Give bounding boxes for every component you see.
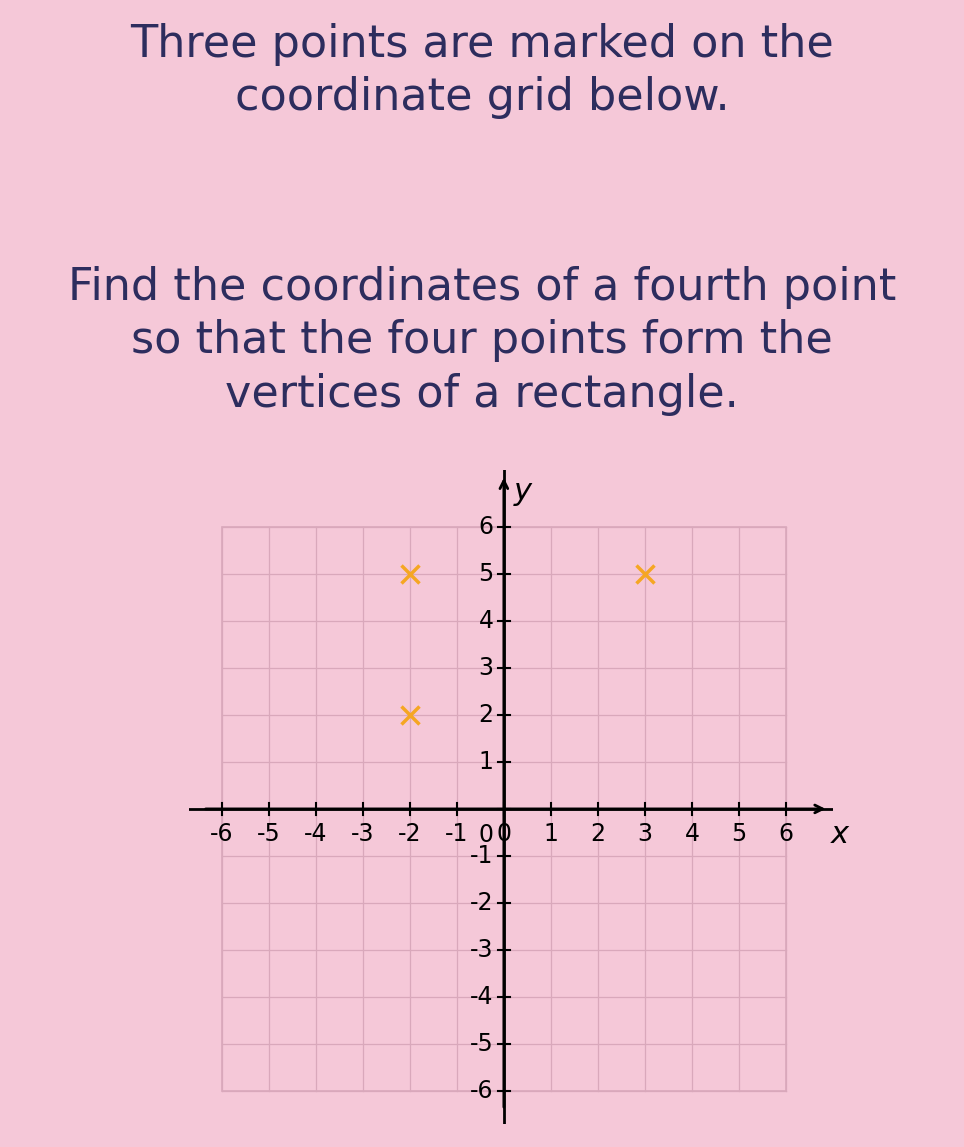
Text: -4: -4 [304,822,328,846]
Text: -6: -6 [470,1079,494,1103]
Text: 2: 2 [590,822,605,846]
Text: 6: 6 [478,515,494,539]
Text: 4: 4 [684,822,700,846]
Text: 0: 0 [478,824,494,846]
Text: 5: 5 [478,562,494,586]
Text: Find the coordinates of a fourth point
so that the four points form the
vertices: Find the coordinates of a fourth point s… [67,266,897,415]
Text: 2: 2 [478,703,494,727]
Text: -5: -5 [256,822,281,846]
Text: -3: -3 [351,822,374,846]
Text: 0: 0 [496,822,511,846]
Text: -2: -2 [470,891,494,915]
Text: -2: -2 [398,822,421,846]
Text: -4: -4 [470,985,494,1009]
Text: 1: 1 [479,750,494,774]
Text: 6: 6 [779,822,793,846]
Text: 3: 3 [637,822,653,846]
Text: y: y [514,477,532,506]
Text: x: x [831,820,848,849]
Text: -5: -5 [469,1032,494,1056]
Text: -1: -1 [445,822,469,846]
Text: 5: 5 [732,822,747,846]
Text: -3: -3 [470,938,494,962]
Text: 1: 1 [544,822,558,846]
Text: Three points are marked on the
coordinate grid below.: Three points are marked on the coordinat… [130,23,834,119]
Text: 3: 3 [478,656,494,680]
Text: 4: 4 [478,609,494,633]
Text: -1: -1 [470,844,494,868]
Bar [222,526,786,1091]
Text: -6: -6 [210,822,233,846]
